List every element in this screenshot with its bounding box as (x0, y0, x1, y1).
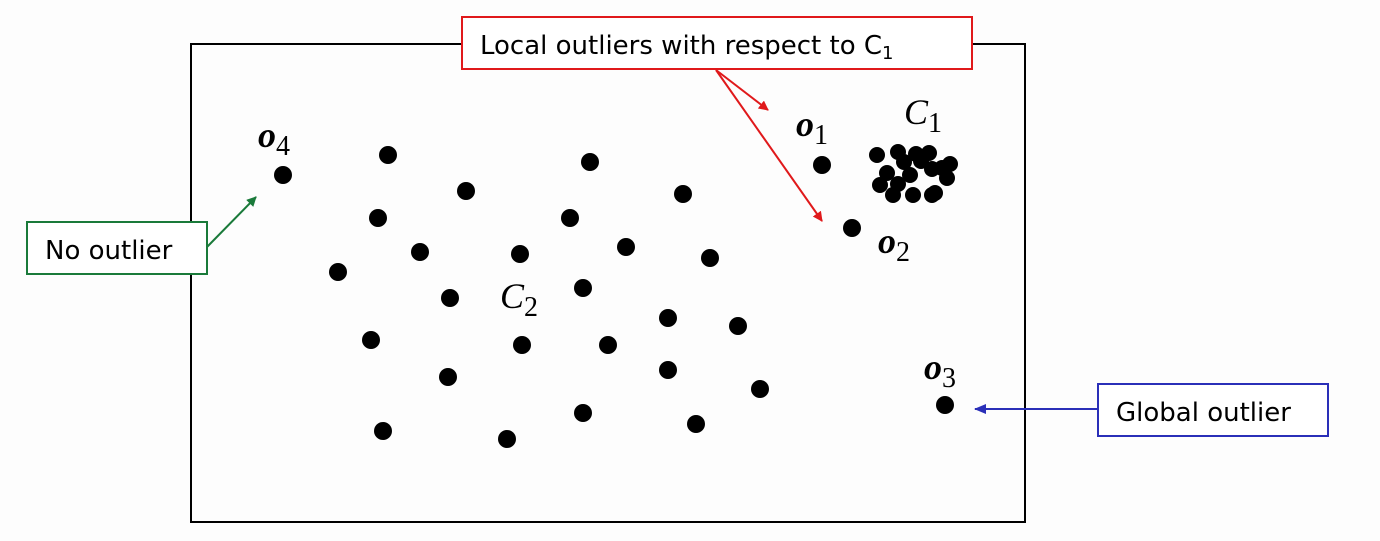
label-c1: C1 (904, 92, 942, 139)
cluster-c2-point (581, 153, 599, 171)
label-o3: o3 (924, 347, 956, 394)
cluster-c2-point (574, 404, 592, 422)
cluster-c1-points (869, 144, 958, 203)
no-outlier-arrow (206, 196, 257, 248)
cluster-c2-point (457, 182, 475, 200)
cluster-c2-point (729, 317, 747, 335)
no-outlier-callout-box (26, 221, 208, 275)
local-arrow-to-o2 (715, 69, 823, 222)
point-o1 (813, 156, 831, 174)
cluster-c2-point (751, 380, 769, 398)
cluster-c2-point (513, 336, 531, 354)
local-arrow-to-o1 (715, 69, 769, 111)
cluster-c1-point (924, 187, 940, 203)
cluster-c2-point (369, 209, 387, 227)
label-o4: o4 (258, 115, 290, 162)
cluster-c1-point (913, 153, 929, 169)
cluster-c1-point (934, 160, 950, 176)
cluster-c2-point (439, 368, 457, 386)
cluster-c2-point (511, 245, 529, 263)
cluster-c1-point (869, 147, 885, 163)
cluster-c2-point (498, 430, 516, 448)
cluster-c2-point (561, 209, 579, 227)
point-o2 (843, 219, 861, 237)
cluster-c2-point (379, 146, 397, 164)
label-o2: o2 (878, 221, 910, 268)
cluster-c2-point (441, 289, 459, 307)
cluster-c2-point (411, 243, 429, 261)
global-outlier-callout-text: Global outlier (1116, 398, 1291, 428)
point-o3 (936, 396, 954, 414)
local-outliers-callout-box (461, 16, 973, 70)
cluster-c1-point (905, 187, 921, 203)
cluster-c2-point (574, 279, 592, 297)
cluster-c1-point (872, 177, 888, 193)
cluster-c2-point (701, 249, 719, 267)
cluster-c2-point (362, 331, 380, 349)
cluster-c2-point (374, 422, 392, 440)
cluster-c2-point (687, 415, 705, 433)
cluster-c2-point (659, 309, 677, 327)
label-c2: C2 (500, 276, 538, 323)
no-outlier-callout-text: No outlier (45, 236, 173, 266)
plot-frame (190, 43, 1026, 523)
cluster-c1-point (879, 165, 895, 181)
global-outlier-callout-box (1097, 383, 1329, 437)
local-outliers-callout-text: Local outliers with respect to C1 (480, 31, 894, 64)
cluster-c1-point (896, 154, 912, 170)
cluster-c2-point (599, 336, 617, 354)
cluster-c2-point (674, 185, 692, 203)
point-o4 (274, 166, 292, 184)
cluster-c2-points (329, 146, 769, 448)
cluster-c2-point (329, 263, 347, 281)
cluster-c1-point (885, 187, 901, 203)
cluster-c1-point (902, 167, 918, 183)
cluster-c2-point (617, 238, 635, 256)
cluster-c2-point (659, 361, 677, 379)
label-o1: o1 (796, 104, 828, 151)
